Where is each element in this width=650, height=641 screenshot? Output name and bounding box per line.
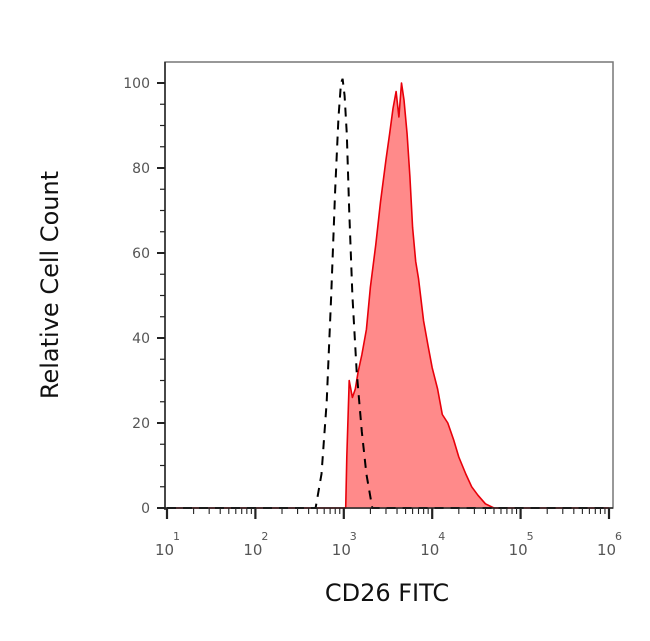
cd26-fitc-histogram — [167, 82, 609, 509]
x-tick-label: 10 — [332, 541, 351, 559]
y-tick-label: 20 — [132, 416, 150, 432]
x-tick-exponent: 2 — [261, 530, 268, 543]
y-tick-label: 0 — [141, 501, 150, 517]
x-tick-exponent: 4 — [438, 530, 445, 543]
x-tick-label: 10 — [243, 541, 262, 559]
y-tick-label: 40 — [132, 331, 150, 347]
y-axis-ticks: 0 20 40 60 80 100 — [123, 76, 165, 517]
y-tick-label: 80 — [132, 161, 150, 177]
y-tick-label: 60 — [132, 246, 150, 262]
x-tick-label: 10 — [155, 541, 174, 559]
x-axis-label: CD26 FITC — [324, 579, 450, 607]
x-tick-label: 10 — [509, 541, 528, 559]
x-tick-exponent: 3 — [350, 530, 357, 543]
cd26-fill-area — [167, 83, 609, 508]
x-tick-exponent: 6 — [615, 530, 622, 543]
x-tick-label: 10 — [420, 541, 439, 559]
x-tick-label: 10 — [597, 541, 616, 559]
isotype-dashed-line — [167, 78, 609, 509]
x-tick-exponent: 5 — [527, 530, 534, 543]
y-tick-label: 100 — [123, 76, 150, 92]
isotype-control-histogram — [167, 78, 609, 509]
x-tick-exponent: 1 — [173, 530, 180, 543]
cd26-outline — [167, 82, 609, 509]
y-axis-label: Relative Cell Count — [36, 170, 64, 400]
